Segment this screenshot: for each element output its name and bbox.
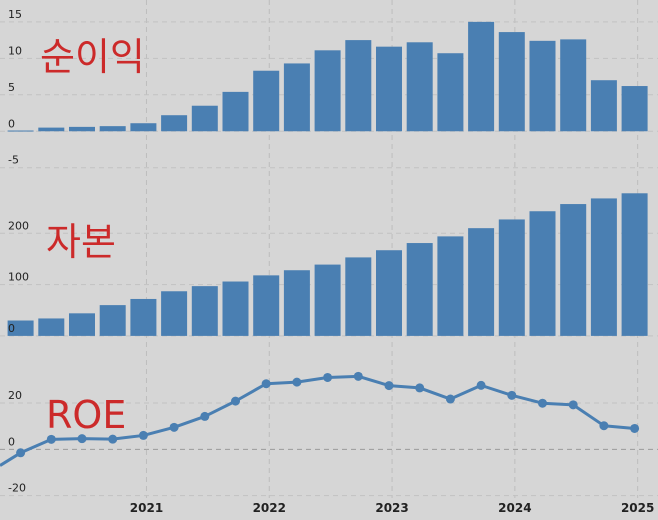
bar [376, 250, 402, 336]
bar [498, 32, 525, 132]
roe-point [138, 430, 148, 440]
bar [38, 318, 65, 336]
roe-point [415, 383, 425, 393]
bar [314, 50, 341, 132]
roe-point [384, 381, 394, 391]
bar [498, 219, 525, 336]
bar [253, 275, 280, 336]
bar [560, 39, 587, 132]
roe-point [231, 396, 240, 406]
bar [590, 198, 617, 336]
roe-point [599, 421, 609, 431]
bar [130, 298, 157, 336]
panel-label: 순이익 [40, 35, 145, 79]
bar [345, 40, 372, 132]
y-tick-label: 15 [8, 8, 22, 21]
x-tick-label: 2024 [498, 501, 531, 515]
bar [253, 70, 280, 132]
bar [314, 264, 341, 336]
roe-point [568, 400, 578, 410]
y-tick-label: 0 [8, 322, 15, 335]
roe-point [630, 423, 640, 433]
bar [590, 80, 617, 132]
bar [7, 320, 34, 336]
bar [7, 130, 34, 132]
roe-point [169, 422, 179, 432]
x-tick-label: 2022 [253, 501, 286, 515]
bar [38, 127, 65, 132]
bar [222, 281, 249, 336]
roe-point [200, 411, 210, 421]
roe-point [292, 377, 302, 387]
bar [161, 115, 188, 132]
roe-point [16, 448, 26, 458]
bar [69, 313, 95, 336]
x-tick-label: 2021 [130, 501, 163, 515]
roe-point [353, 371, 363, 381]
bar [437, 53, 464, 132]
bar [437, 236, 464, 336]
bar [99, 305, 126, 336]
x-tick-label: 2023 [375, 501, 408, 515]
bar [529, 40, 556, 132]
mark-layer [0, 21, 648, 467]
bar [621, 86, 648, 132]
y-tick-label: 100 [8, 271, 29, 284]
bar [99, 126, 126, 132]
bar [345, 257, 372, 336]
bar [560, 204, 587, 336]
y-tick-label: -5 [8, 154, 19, 167]
bar [468, 228, 495, 336]
bar [130, 123, 157, 132]
roe-point [323, 372, 333, 382]
bar [283, 63, 310, 132]
bar [376, 46, 402, 132]
bar [161, 291, 188, 336]
bar [468, 21, 495, 132]
y-tick-label: 20 [8, 389, 22, 402]
roe-point [507, 390, 517, 400]
bar [191, 105, 218, 132]
y-tick-label: 200 [8, 219, 29, 232]
roe-point [261, 379, 271, 389]
y-tick-label: 0 [8, 435, 15, 448]
roe-point [538, 398, 547, 408]
y-tick-label: 10 [8, 44, 22, 57]
panel-label: 자본 [46, 220, 116, 264]
bar [69, 126, 95, 132]
x-tick-label: 2025 [621, 501, 654, 515]
roe-point [77, 434, 87, 444]
y-tick-label: 0 [8, 117, 15, 130]
bar [222, 91, 249, 132]
y-tick-label: -20 [8, 482, 26, 495]
bar [621, 193, 648, 336]
bar [406, 42, 433, 132]
bar [529, 211, 556, 336]
bar [406, 243, 433, 336]
bar [191, 286, 218, 336]
roe-point [108, 434, 118, 444]
roe-line [0, 374, 635, 467]
roe-point [46, 434, 56, 444]
y-tick-label: 5 [8, 81, 15, 94]
panel-label: ROE [46, 393, 126, 437]
bar [283, 270, 310, 336]
roe-point [445, 394, 455, 404]
roe-point [476, 380, 486, 390]
